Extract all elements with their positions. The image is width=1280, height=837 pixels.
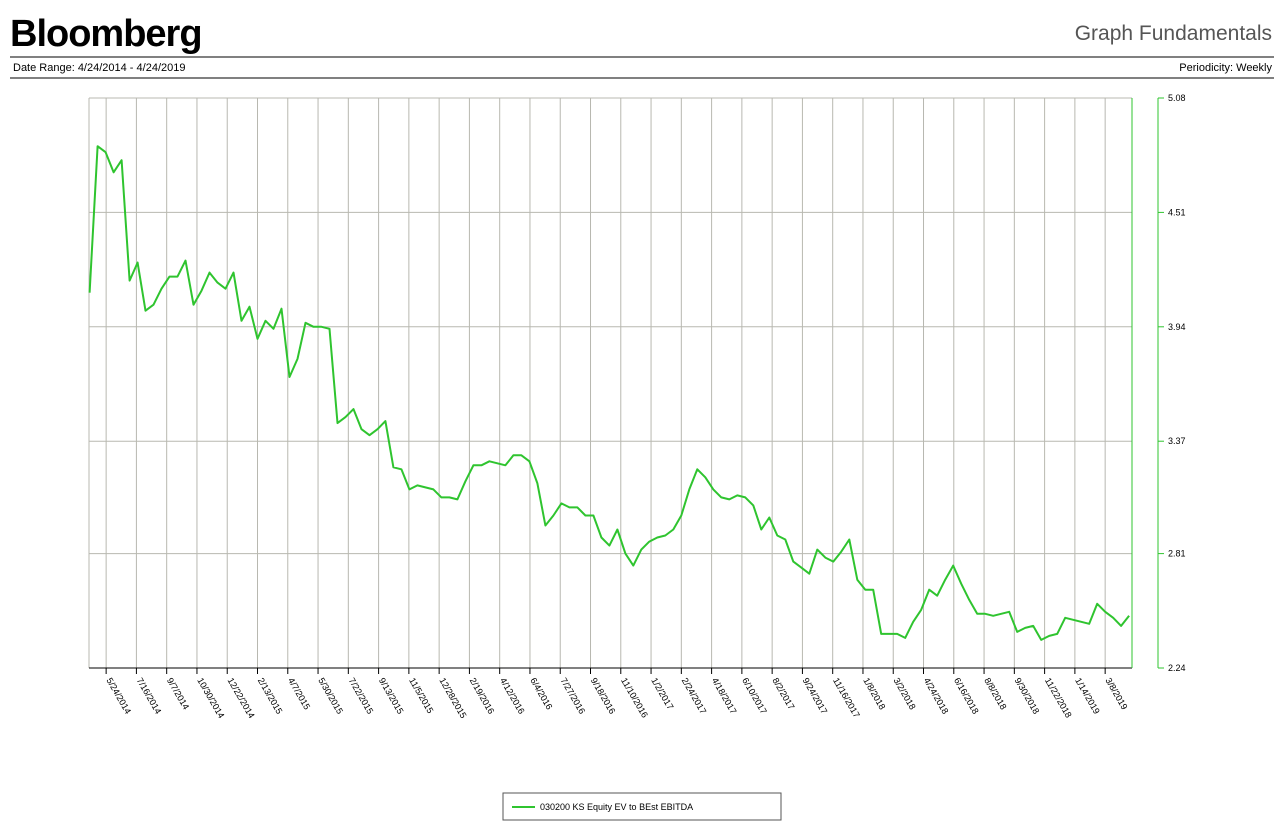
x-tick-label: 2/24/2017: [680, 676, 709, 716]
x-tick-label: 12/22/2014: [225, 676, 256, 720]
legend-label: 030200 KS Equity EV to BEst EBITDA: [540, 802, 693, 812]
y-tick-label: 2.81: [1168, 549, 1186, 559]
x-tick-label: 7/27/2016: [559, 676, 588, 716]
x-tick-label: 6/10/2017: [740, 676, 769, 716]
x-tick-label: 9/18/2016: [589, 676, 618, 716]
x-tick-label: 9/30/2018: [1013, 676, 1042, 716]
x-tick-label: 10/30/2014: [195, 676, 226, 720]
x-tick-label: 8/8/2018: [982, 676, 1008, 711]
legend-box: [502, 792, 782, 821]
x-tick-label: 11/5/2015: [407, 676, 435, 715]
x-tick-label: 9/13/2015: [377, 676, 406, 716]
periodicity: Periodicity: Weekly: [1179, 62, 1272, 74]
x-tick-label: 1/2/2017: [649, 676, 675, 711]
date-range: Date Range: 4/24/2014 - 4/24/2019: [13, 62, 185, 74]
x-tick-label: 3/2/2018: [892, 676, 918, 711]
x-tick-label: 1/8/2018: [861, 676, 887, 711]
x-tick-label: 9/7/2014: [165, 676, 191, 711]
x-tick-label: 4/7/2015: [286, 676, 312, 711]
x-tick-label: 6/4/2016: [528, 676, 554, 711]
report-title: Graph Fundamentals: [1075, 22, 1272, 45]
x-tick-label: 4/12/2016: [498, 676, 527, 716]
x-tick-label: 6/16/2018: [952, 676, 981, 716]
x-tick-label: 7/16/2014: [135, 676, 164, 716]
x-tick-label: 3/8/2019: [1103, 676, 1129, 711]
x-tick-label: 11/22/2018: [1043, 676, 1074, 719]
x-tick-label: 5/30/2015: [316, 676, 345, 716]
x-tick-label: 5/24/2014: [104, 676, 133, 716]
x-tick-label: 8/2/2017: [770, 676, 796, 711]
y-tick-label: 3.37: [1168, 436, 1186, 446]
x-tick-label: 4/24/2018: [922, 676, 951, 716]
x-tick-label: 9/24/2017: [801, 676, 830, 716]
y-tick-label: 4.51: [1168, 207, 1186, 217]
x-tick-label: 2/19/2016: [468, 676, 497, 716]
brand: Bloomberg: [10, 13, 202, 55]
x-tick-label: 4/18/2017: [710, 676, 739, 716]
x-tick-label: 7/22/2015: [347, 676, 376, 716]
y-tick-label: 5.08: [1168, 93, 1186, 103]
x-tick-label: 2/13/2015: [256, 676, 285, 716]
y-tick-label: 3.94: [1168, 322, 1186, 332]
y-tick-label: 2.24: [1168, 663, 1186, 673]
x-tick-label: 11/10/2016: [619, 676, 650, 719]
x-tick-label: 12/28/2015: [437, 676, 468, 720]
x-tick-label: 11/16/2017: [831, 676, 862, 719]
x-tick-label: 1/14/2019: [1073, 676, 1102, 716]
data-line: [88, 145, 1130, 641]
